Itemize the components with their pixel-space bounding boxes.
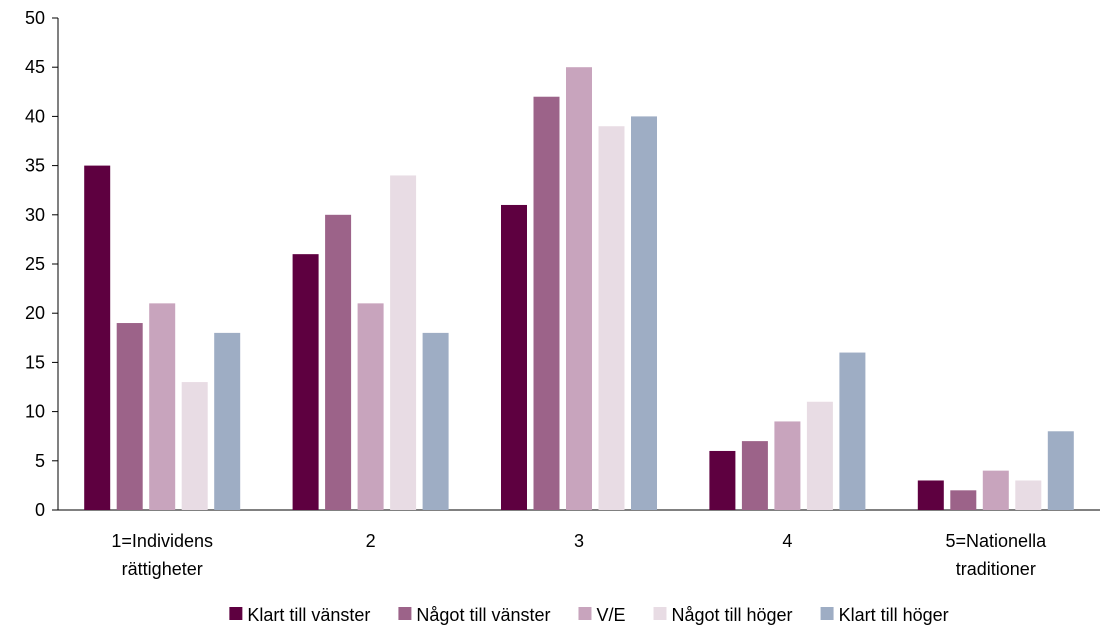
y-tick-label: 45 xyxy=(25,57,45,77)
bar xyxy=(501,204,527,510)
y-tick-label: 40 xyxy=(25,106,45,126)
y-tick-label: 25 xyxy=(25,254,45,274)
y-tick-label: 15 xyxy=(25,352,45,372)
bar xyxy=(839,352,866,510)
bar xyxy=(84,165,111,510)
bar xyxy=(631,116,657,511)
bar xyxy=(533,96,560,510)
legend-label: Klart till vänster xyxy=(247,605,370,625)
x-tick-label: 4 xyxy=(782,531,792,551)
legend: Klart till vänster Något till vänster V/E N… xyxy=(229,605,949,625)
y-tick-label: 10 xyxy=(25,402,45,422)
bar xyxy=(566,67,592,510)
x-tick-label: 1=Individens rättigheter xyxy=(111,531,213,579)
x-tick-label: 5=Nationella traditioner xyxy=(946,531,1048,579)
legend-item: Klart till höger xyxy=(820,605,949,625)
bar xyxy=(357,303,384,510)
legend-label: Klart till höger xyxy=(839,605,949,625)
y-tick-label: 5 xyxy=(35,451,45,471)
legend-swatch xyxy=(820,607,834,620)
x-axis: 1=Individens rättigheter 2 3 4 5=Nationella tr… xyxy=(58,509,1100,579)
bar xyxy=(292,254,319,510)
bars xyxy=(84,67,1074,511)
y-tick-label: 0 xyxy=(35,500,45,520)
legend-item: Något till höger xyxy=(653,605,793,625)
y-tick-label: 20 xyxy=(25,303,45,323)
y-axis: 0 5 10 15 20 25 30 35 40 45 50 xyxy=(25,8,59,520)
legend-swatch xyxy=(578,607,592,620)
legend-label: Något till vänster xyxy=(416,605,550,625)
bar xyxy=(214,332,241,510)
bar xyxy=(950,490,977,510)
bar xyxy=(982,470,1009,510)
legend-item: Klart till vänster xyxy=(229,605,370,625)
legend-swatch xyxy=(653,607,667,620)
legend-item: Något till vänster xyxy=(398,605,550,625)
x-tick-label: 3 xyxy=(574,531,584,551)
bar xyxy=(598,126,625,511)
y-tick-label: 50 xyxy=(25,8,45,28)
bar xyxy=(325,214,352,511)
bar xyxy=(149,303,176,510)
legend-label: V/E xyxy=(596,605,625,625)
x-tick-label: 2 xyxy=(366,531,376,551)
bar xyxy=(1047,431,1074,510)
bar xyxy=(741,441,768,510)
bar xyxy=(390,175,417,510)
y-tick-label: 35 xyxy=(25,156,45,176)
bar xyxy=(1015,480,1042,510)
y-tick-label: 30 xyxy=(25,205,45,225)
bar xyxy=(709,450,736,510)
bar xyxy=(917,480,944,510)
legend-item: V/E xyxy=(578,605,625,625)
bar xyxy=(181,382,208,510)
legend-swatch xyxy=(229,607,243,620)
bar xyxy=(422,332,449,510)
bar xyxy=(774,421,801,510)
bar xyxy=(116,323,143,510)
legend-label: Något till höger xyxy=(671,605,792,625)
legend-swatch xyxy=(398,607,412,620)
bar xyxy=(806,401,833,510)
